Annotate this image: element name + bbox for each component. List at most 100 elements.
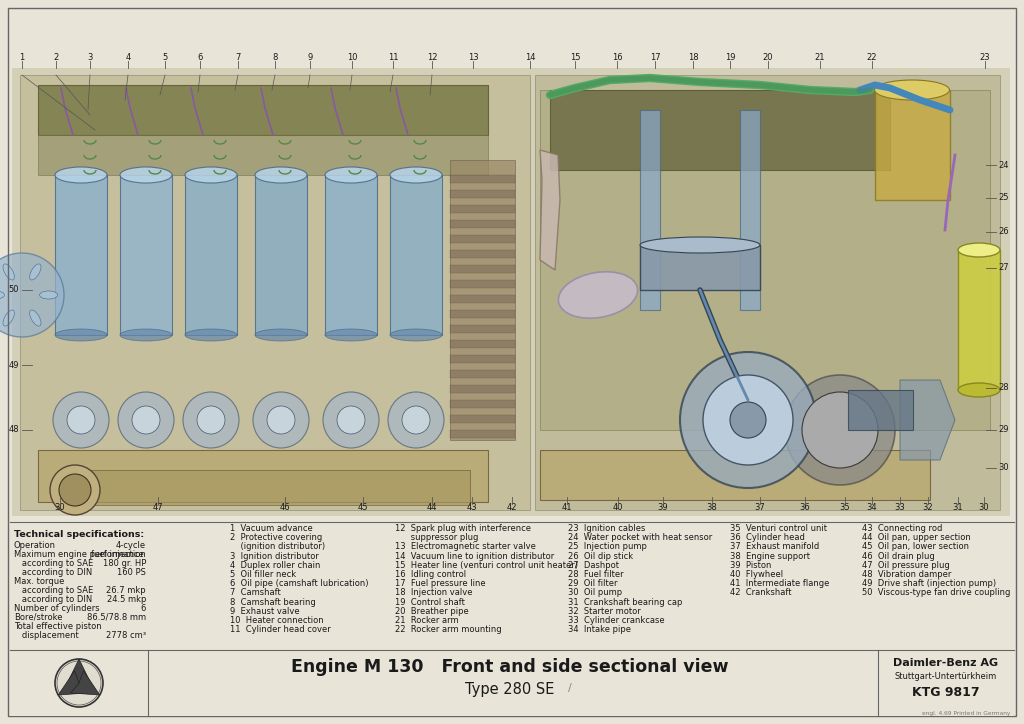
Text: 17: 17 <box>649 53 660 62</box>
Bar <box>535 75 1000 510</box>
Text: according to DIN: according to DIN <box>14 595 92 604</box>
Circle shape <box>67 406 95 434</box>
Text: KTG 9817: KTG 9817 <box>912 686 980 699</box>
Bar <box>450 325 515 333</box>
Bar <box>38 85 488 135</box>
Bar <box>185 175 237 335</box>
Bar <box>450 340 515 348</box>
Bar <box>450 205 515 213</box>
Text: 39  Piston: 39 Piston <box>730 561 771 570</box>
Text: 30  Oil pump: 30 Oil pump <box>568 589 623 597</box>
Text: 21: 21 <box>815 53 825 62</box>
Bar <box>450 235 515 243</box>
Bar <box>540 450 930 500</box>
Bar <box>450 355 515 363</box>
Text: 42: 42 <box>507 503 517 513</box>
Text: Technical specifications:: Technical specifications: <box>14 530 144 539</box>
Text: 50  Viscous-type fan drive coupling: 50 Viscous-type fan drive coupling <box>862 589 1011 597</box>
Text: 33  Cylinder crankcase: 33 Cylinder crankcase <box>568 616 665 625</box>
Bar <box>55 175 106 335</box>
Text: 44  Oil pan, upper section: 44 Oil pan, upper section <box>862 533 971 542</box>
Text: 25  Injection pump: 25 Injection pump <box>568 542 647 552</box>
Bar <box>20 75 530 510</box>
Text: 3: 3 <box>87 53 93 62</box>
Text: 4-cycle: 4-cycle <box>116 541 146 550</box>
Bar <box>450 175 515 183</box>
Text: 22: 22 <box>866 53 878 62</box>
Ellipse shape <box>0 291 4 299</box>
Text: 13  Electromagnetic starter valve: 13 Electromagnetic starter valve <box>395 542 536 552</box>
Text: 18  Injection valve: 18 Injection valve <box>395 589 472 597</box>
Text: 37  Exhaust manifold: 37 Exhaust manifold <box>730 542 819 552</box>
Circle shape <box>132 406 160 434</box>
Polygon shape <box>900 380 955 460</box>
Text: 5: 5 <box>163 53 168 62</box>
Circle shape <box>703 375 793 465</box>
Polygon shape <box>540 150 560 270</box>
Text: 12  Spark plug with interference: 12 Spark plug with interference <box>395 524 531 533</box>
Text: 180 gr. HP: 180 gr. HP <box>102 559 146 568</box>
Text: 30: 30 <box>54 503 66 513</box>
Text: 16: 16 <box>611 53 623 62</box>
Text: 10: 10 <box>347 53 357 62</box>
Bar <box>540 90 990 430</box>
Text: 20  Breather pipe: 20 Breather pipe <box>395 607 469 616</box>
Ellipse shape <box>255 329 307 341</box>
Text: 17  Fuel pressure line: 17 Fuel pressure line <box>395 579 485 588</box>
Text: 1  Vacuum advance: 1 Vacuum advance <box>230 524 312 533</box>
Text: 2  Protective covering: 2 Protective covering <box>230 533 323 542</box>
Text: 4  Duplex roller chain: 4 Duplex roller chain <box>230 561 321 570</box>
Ellipse shape <box>185 329 237 341</box>
Bar <box>740 110 760 310</box>
Circle shape <box>53 392 109 448</box>
Text: 24  Water pocket with heat sensor: 24 Water pocket with heat sensor <box>568 533 713 542</box>
Text: engl. 4.69 Printed in Germany: engl. 4.69 Printed in Germany <box>922 711 1010 716</box>
Text: Max. torque: Max. torque <box>14 577 65 586</box>
Bar <box>958 250 1000 390</box>
Text: 16  Idling control: 16 Idling control <box>395 570 466 579</box>
Polygon shape <box>67 659 92 685</box>
Text: 47  Oil pressure plug: 47 Oil pressure plug <box>862 561 949 570</box>
Text: 47: 47 <box>153 503 163 513</box>
Bar <box>255 175 307 335</box>
Bar <box>640 110 660 310</box>
Ellipse shape <box>55 329 106 341</box>
Ellipse shape <box>55 167 106 183</box>
Text: 7: 7 <box>236 53 241 62</box>
Circle shape <box>337 406 365 434</box>
Bar <box>450 190 515 198</box>
Text: 45  Oil pan, lower section: 45 Oil pan, lower section <box>862 542 969 552</box>
Text: 6: 6 <box>140 604 146 613</box>
Text: Operation: Operation <box>14 541 56 550</box>
Text: 9  Exhaust valve: 9 Exhaust valve <box>230 607 300 616</box>
Circle shape <box>197 406 225 434</box>
Text: 1: 1 <box>19 53 25 62</box>
Text: 42  Crankshaft: 42 Crankshaft <box>730 589 792 597</box>
Text: 31  Crankshaft bearing cap: 31 Crankshaft bearing cap <box>568 597 682 607</box>
Text: 6  Oil pipe (camshaft lubrication): 6 Oil pipe (camshaft lubrication) <box>230 579 369 588</box>
Bar <box>10 650 1014 716</box>
Text: 15: 15 <box>569 53 581 62</box>
Bar <box>550 90 890 170</box>
Text: 18: 18 <box>688 53 698 62</box>
Text: Daimler-Benz AG: Daimler-Benz AG <box>893 658 998 668</box>
Text: 160 PS: 160 PS <box>117 568 146 577</box>
Circle shape <box>183 392 239 448</box>
Bar <box>450 280 515 288</box>
Text: 24: 24 <box>998 161 1010 169</box>
Text: 6: 6 <box>198 53 203 62</box>
Text: 32  Starter motor: 32 Starter motor <box>568 607 641 616</box>
Text: 41  Intermediate flange: 41 Intermediate flange <box>730 579 829 588</box>
Bar <box>450 370 515 378</box>
Text: 40: 40 <box>612 503 624 513</box>
Text: 32: 32 <box>923 503 933 513</box>
Bar <box>120 175 172 335</box>
Text: 30: 30 <box>979 503 989 513</box>
Ellipse shape <box>390 167 442 183</box>
Text: 48  Vibration damper: 48 Vibration damper <box>862 570 951 579</box>
Bar <box>450 220 515 228</box>
Text: fuel injection: fuel injection <box>91 550 146 559</box>
Text: displacement: displacement <box>14 631 79 640</box>
Text: 7  Camshaft: 7 Camshaft <box>230 589 281 597</box>
Circle shape <box>253 392 309 448</box>
